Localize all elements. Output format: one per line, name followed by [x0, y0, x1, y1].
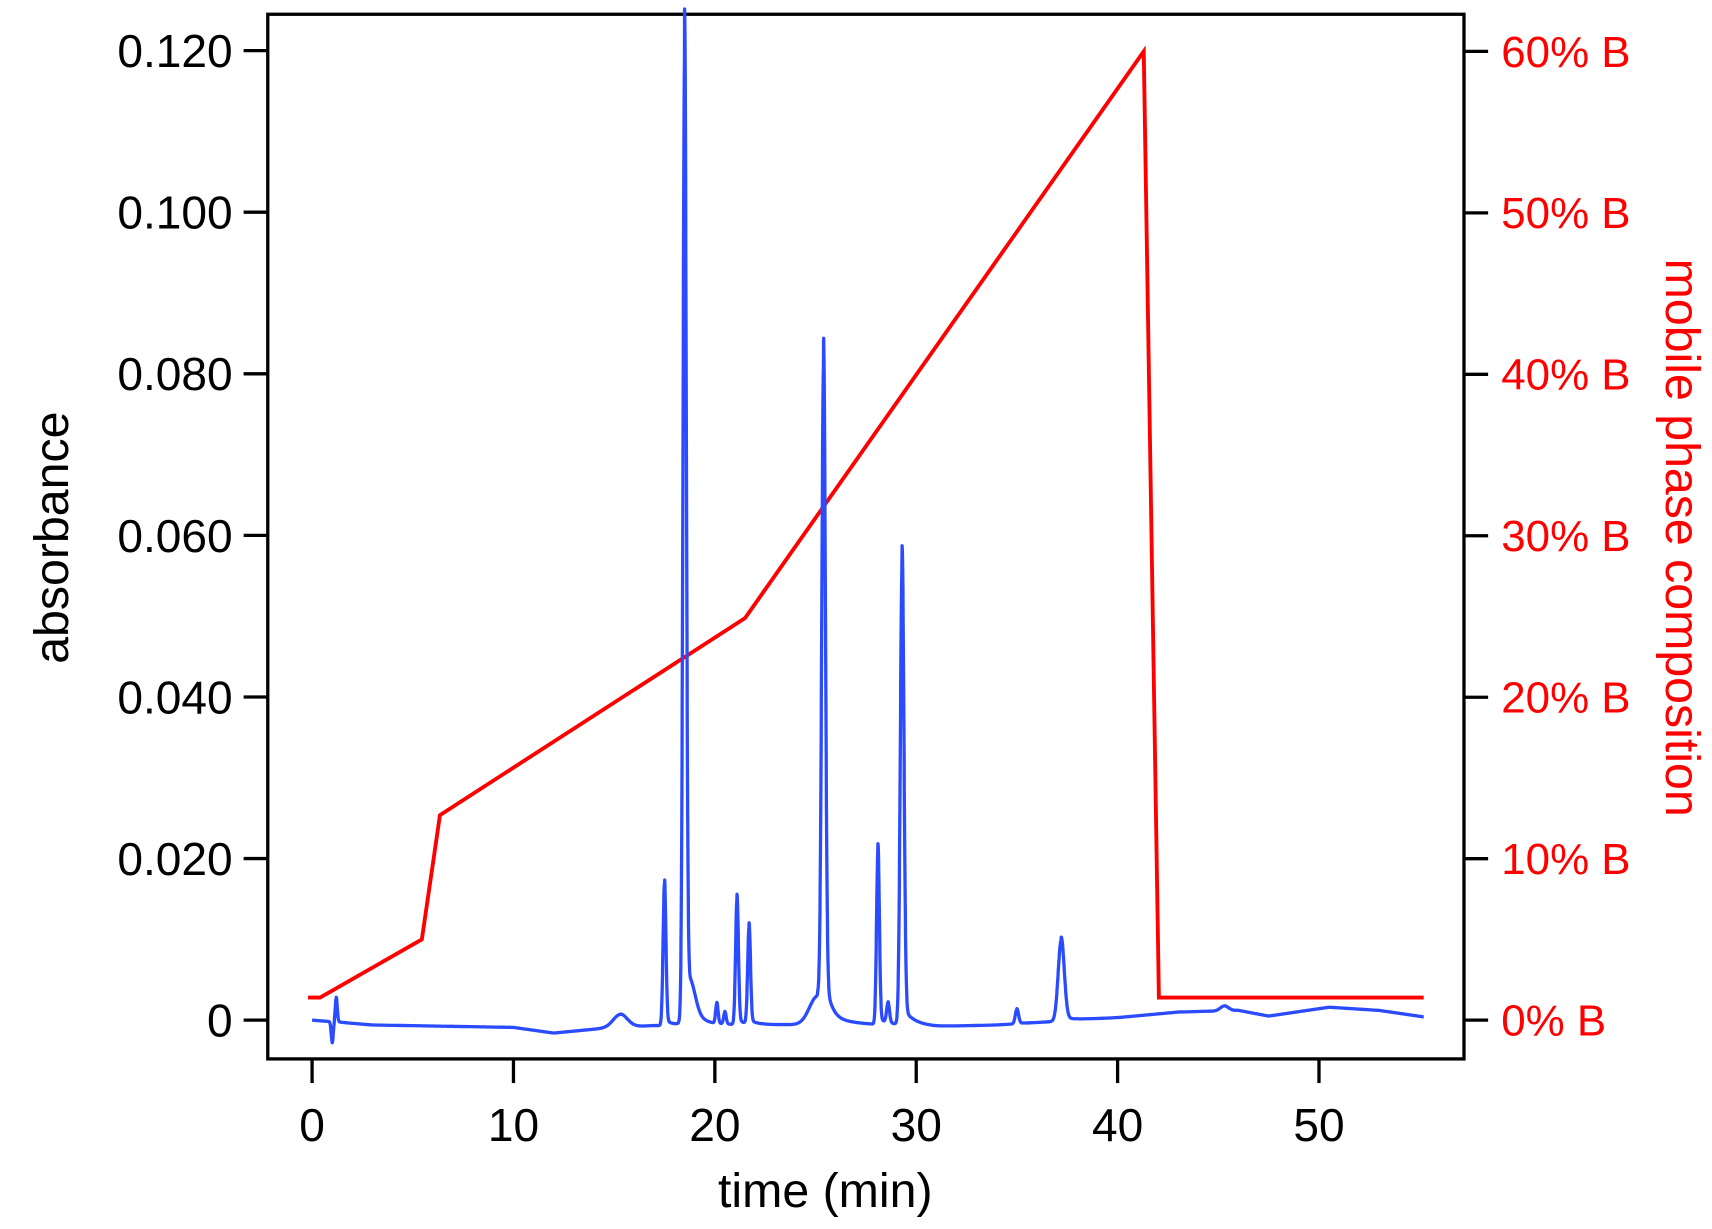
y2-tick-label: 60% B: [1501, 28, 1630, 77]
y-tick-label: 0: [207, 995, 233, 1047]
y2-tick-label: 30% B: [1501, 512, 1630, 561]
y-tick-label: 0.060: [117, 510, 232, 562]
y2-tick-label: 10% B: [1501, 835, 1630, 884]
y-axis-ticks: 0 0.020 0.040 0.060 0.080 0.100 0.120: [117, 25, 268, 1047]
plot-frame: [266, 12, 1466, 1061]
x-axis-title: time (min): [718, 1164, 933, 1218]
x-axis-ticks: 0 10 20 30 40 50: [299, 1058, 1345, 1151]
x-tick-label: 30: [891, 1099, 942, 1151]
mobile-phase-line: [308, 45, 1424, 1000]
y-tick-label: 0.120: [117, 25, 232, 77]
y-tick-label: 0.040: [117, 671, 232, 723]
x-tick-label: 50: [1293, 1099, 1344, 1151]
absorbance-trace: [310, 7, 1426, 1045]
x-tick-label: 0: [299, 1099, 325, 1151]
y2-tick-label: 40% B: [1501, 351, 1630, 400]
y-tick-label: 0.080: [117, 348, 232, 400]
y-tick-label: 0.020: [117, 833, 232, 885]
y2-axis-title: mobile phase composition: [1655, 259, 1709, 817]
y-axis-title: absorbance: [25, 412, 79, 664]
y2-tick-label: 0% B: [1501, 997, 1606, 1046]
y-tick-label: 0.100: [117, 187, 232, 239]
y2-tick-label: 20% B: [1501, 674, 1630, 723]
x-tick-label: 40: [1092, 1099, 1143, 1151]
y2-axis-ticks: 0% B 10% B 20% B 30% B 40% B 50% B 60% B: [1463, 28, 1631, 1046]
x-tick-label: 10: [488, 1099, 539, 1151]
y2-tick-label: 50% B: [1501, 189, 1630, 238]
x-tick-label: 20: [689, 1099, 740, 1151]
